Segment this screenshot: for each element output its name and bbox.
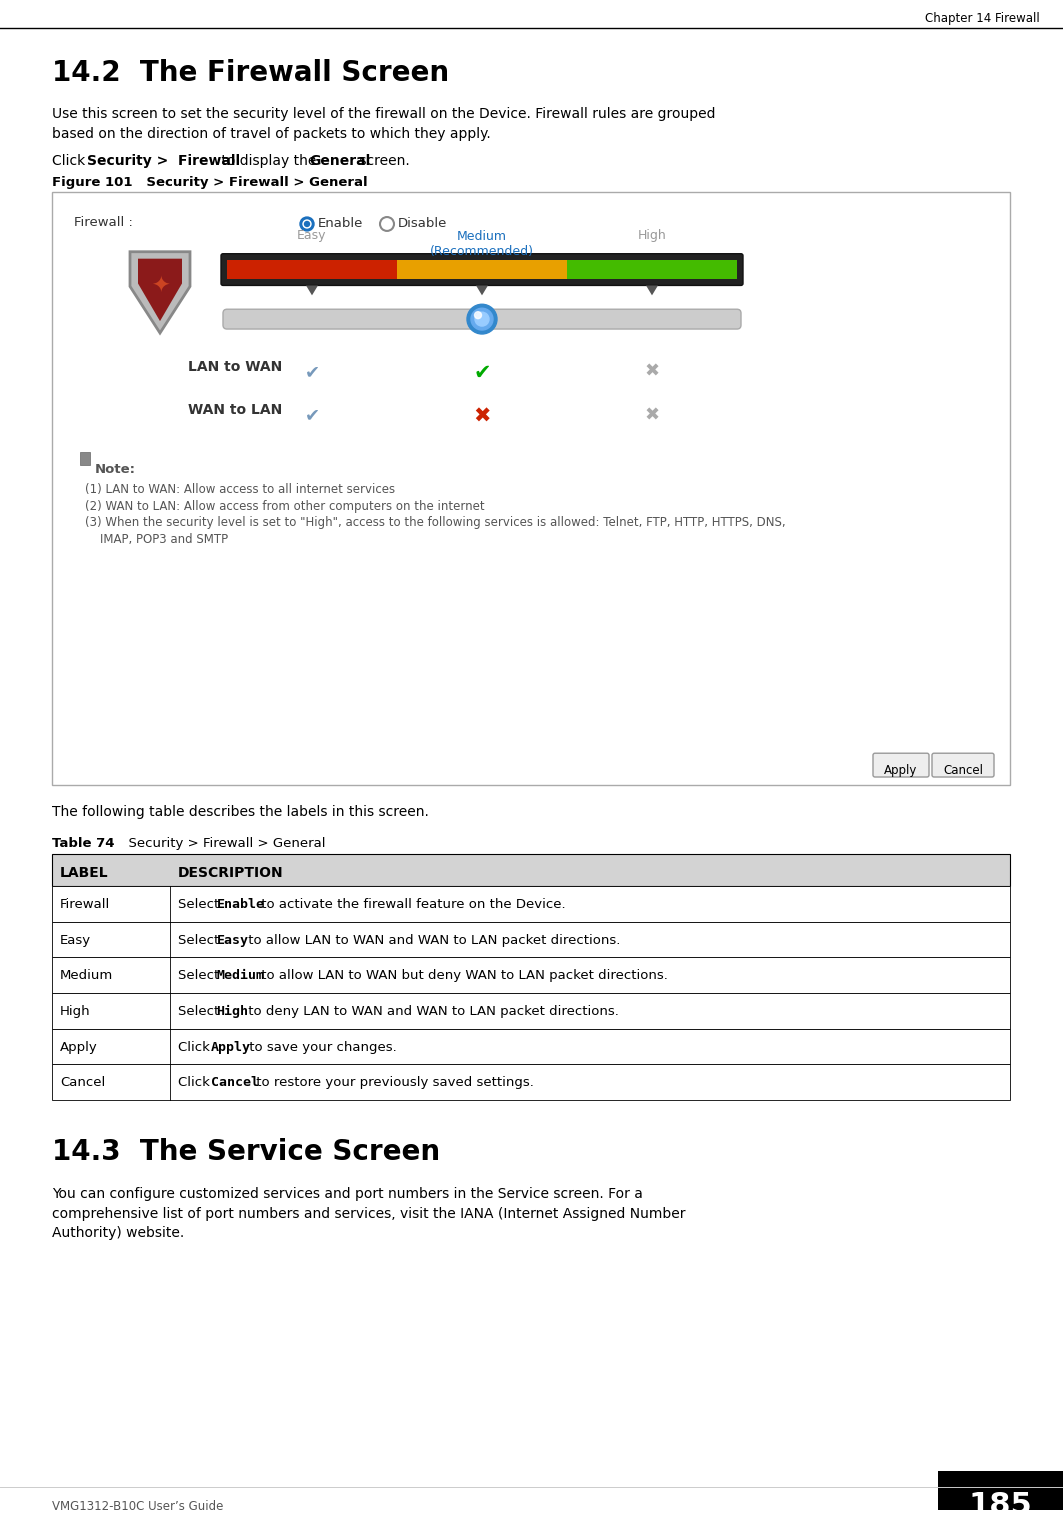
Circle shape (474, 312, 482, 319)
Circle shape (303, 219, 311, 229)
Text: ✔: ✔ (304, 407, 320, 424)
Text: Medium: Medium (60, 969, 114, 983)
Text: Firewall :: Firewall : (74, 216, 133, 229)
Bar (52, 994, 1010, 1029)
Text: DESCRIPTION: DESCRIPTION (178, 866, 284, 881)
Text: Easy: Easy (60, 934, 91, 946)
FancyBboxPatch shape (873, 753, 929, 777)
Text: You can configure customized services and port numbers in the Service screen. Fo: You can configure customized services an… (52, 1187, 686, 1241)
Text: Apply: Apply (884, 764, 917, 777)
Text: High: High (60, 1004, 90, 1018)
Text: to activate the firewall feature on the Device.: to activate the firewall feature on the … (257, 898, 566, 911)
Bar (938, 1471, 1063, 1510)
Text: (3) When the security level is set to "High", access to the following services i: (3) When the security level is set to "H… (85, 517, 786, 529)
Text: Disable: Disable (398, 218, 448, 230)
Text: Use this screen to set the security level of the firewall on the Device. Firewal: Use this screen to set the security leve… (52, 107, 715, 140)
Bar (52, 957, 1010, 994)
Bar (52, 192, 1010, 785)
Circle shape (471, 308, 493, 331)
Bar (567, 259, 737, 279)
Text: WAN to LAN: WAN to LAN (188, 404, 282, 418)
Text: ✔: ✔ (473, 363, 491, 383)
FancyBboxPatch shape (223, 309, 741, 329)
Bar (52, 1029, 1010, 1064)
Text: ✖: ✖ (644, 363, 659, 381)
Text: The following table describes the labels in this screen.: The following table describes the labels… (52, 805, 428, 818)
Text: LAN to WAN: LAN to WAN (188, 360, 282, 373)
Text: Cancel: Cancel (210, 1076, 259, 1090)
FancyBboxPatch shape (221, 253, 743, 285)
Text: Medium: Medium (217, 969, 265, 983)
Text: High: High (217, 1004, 249, 1018)
Text: General: General (309, 154, 371, 168)
Text: ✔: ✔ (304, 363, 320, 381)
Text: Firewall: Firewall (60, 898, 111, 911)
Circle shape (467, 305, 497, 334)
Circle shape (475, 312, 489, 326)
Text: (1) LAN to WAN: Allow access to all internet services: (1) LAN to WAN: Allow access to all inte… (85, 483, 395, 495)
Circle shape (300, 216, 314, 232)
Text: Easy: Easy (298, 229, 326, 242)
Bar (52, 855, 1010, 885)
Text: Click: Click (178, 1076, 214, 1090)
Text: Apply: Apply (210, 1041, 251, 1053)
Text: Note:: Note: (95, 463, 136, 475)
Text: High: High (638, 229, 667, 242)
Text: IMAP, POP3 and SMTP: IMAP, POP3 and SMTP (85, 533, 229, 546)
Text: Enable: Enable (217, 898, 265, 911)
Text: Chapter 14 Firewall: Chapter 14 Firewall (925, 12, 1040, 24)
Text: Select: Select (178, 898, 223, 911)
Text: Cancel: Cancel (943, 764, 983, 777)
Text: Apply: Apply (60, 1041, 98, 1053)
Text: VMG1312-B10C User’s Guide: VMG1312-B10C User’s Guide (52, 1501, 223, 1513)
Text: Medium
(Recommended): Medium (Recommended) (431, 230, 534, 258)
Polygon shape (476, 285, 488, 296)
Text: ✦: ✦ (151, 276, 169, 297)
Text: 185: 185 (968, 1490, 1032, 1519)
Bar (52, 922, 1010, 957)
Text: to allow LAN to WAN but deny WAN to LAN packet directions.: to allow LAN to WAN but deny WAN to LAN … (257, 969, 669, 983)
FancyBboxPatch shape (932, 753, 994, 777)
Text: ✖: ✖ (473, 407, 491, 427)
Circle shape (304, 221, 309, 227)
Text: to display the: to display the (217, 154, 321, 168)
Text: to save your changes.: to save your changes. (244, 1041, 396, 1053)
Text: 14.3  The Service Screen: 14.3 The Service Screen (52, 1138, 440, 1166)
Polygon shape (138, 259, 182, 322)
Bar (227, 259, 396, 279)
Bar (80, 453, 90, 465)
Text: Table 74: Table 74 (52, 838, 115, 850)
Text: screen.: screen. (355, 154, 410, 168)
Text: Select: Select (178, 969, 223, 983)
Text: Security > Firewall > General: Security > Firewall > General (120, 838, 325, 850)
Text: Cancel: Cancel (60, 1076, 105, 1090)
Polygon shape (130, 251, 190, 334)
Text: Enable: Enable (318, 218, 364, 230)
Text: Click: Click (178, 1041, 214, 1053)
Polygon shape (306, 285, 318, 296)
Text: Figure 101   Security > Firewall > General: Figure 101 Security > Firewall > General (52, 177, 368, 189)
Text: Easy: Easy (217, 934, 249, 946)
Text: (2) WAN to LAN: Allow access from other computers on the internet: (2) WAN to LAN: Allow access from other … (85, 500, 485, 512)
Text: Select: Select (178, 1004, 223, 1018)
Text: Select: Select (178, 934, 223, 946)
Text: to restore your previously saved settings.: to restore your previously saved setting… (252, 1076, 534, 1090)
Text: LABEL: LABEL (60, 866, 108, 881)
Text: Click: Click (52, 154, 89, 168)
Bar (52, 885, 1010, 922)
Bar (396, 259, 567, 279)
Polygon shape (646, 285, 658, 296)
Bar (52, 1064, 1010, 1100)
Text: to deny LAN to WAN and WAN to LAN packet directions.: to deny LAN to WAN and WAN to LAN packet… (243, 1004, 619, 1018)
Text: to allow LAN to WAN and WAN to LAN packet directions.: to allow LAN to WAN and WAN to LAN packe… (243, 934, 620, 946)
Text: ✖: ✖ (644, 407, 659, 424)
Text: Security >  Firewall: Security > Firewall (87, 154, 240, 168)
Text: 14.2  The Firewall Screen: 14.2 The Firewall Screen (52, 59, 450, 87)
